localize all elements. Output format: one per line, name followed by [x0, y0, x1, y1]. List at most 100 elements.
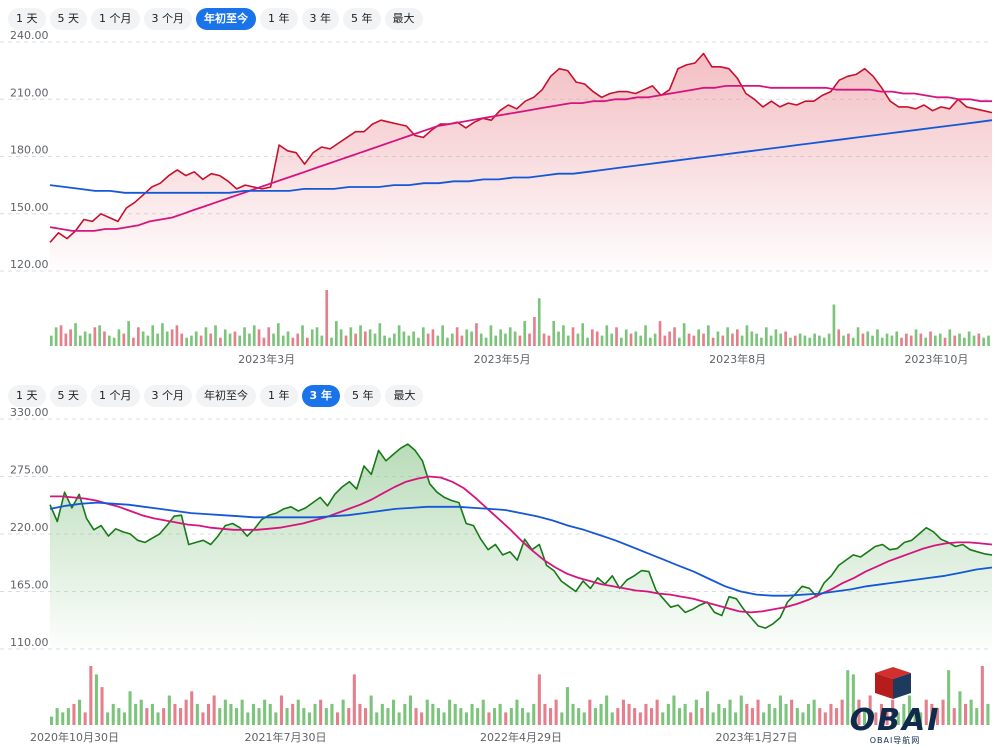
volume-bar [134, 703, 138, 725]
tab-3y[interactable]: 3 年 [301, 8, 339, 30]
volume-bar [528, 333, 531, 346]
volume-bar [668, 331, 671, 346]
tab-ytd[interactable]: 年初至今 [196, 8, 256, 30]
volume-bar [190, 335, 193, 346]
volume-bar [392, 699, 396, 725]
volume-bar [689, 712, 693, 725]
volume-bar [310, 329, 314, 346]
volume-bar [847, 333, 850, 346]
volume-bar [629, 333, 633, 346]
volume-bar [72, 703, 76, 725]
volume-bar [257, 329, 261, 346]
volume-bar [128, 691, 132, 725]
volume-bar [678, 708, 682, 725]
volume-bar [180, 333, 184, 346]
volume-bar [112, 337, 116, 346]
volume-bar [167, 695, 171, 725]
volume-bar [948, 329, 952, 346]
tab-max[interactable]: 最大 [384, 8, 423, 30]
volume-bar [364, 708, 368, 725]
tab-5y[interactable]: 5 年 [343, 385, 382, 407]
volume-bar [700, 708, 704, 725]
volume-bar [658, 321, 662, 346]
ma50-line [50, 475, 993, 614]
volume-bar [515, 699, 519, 725]
tab-max[interactable]: 最大 [385, 385, 424, 407]
x-tick-label: 2023年3月 [238, 352, 295, 366]
volume-bar [711, 712, 715, 725]
volume-bar [722, 708, 726, 725]
tab-3m[interactable]: 3 个月 [143, 385, 192, 407]
volume-bar [383, 335, 386, 346]
volume-bar [307, 712, 311, 725]
volume-bar [891, 699, 895, 725]
tab-1d[interactable]: 1 天 [8, 8, 46, 30]
y-tick-label: 180.00 [10, 144, 49, 157]
volume-bar [565, 687, 569, 725]
tab-5d[interactable]: 5 天 [49, 8, 87, 30]
ma200-line [49, 119, 993, 194]
y-tick-label: 120.00 [10, 258, 49, 271]
volume-bar [257, 708, 261, 725]
volume-bar [615, 327, 618, 346]
volume-bar [223, 699, 227, 725]
volume-bar [717, 703, 721, 725]
volume-bar [137, 327, 140, 346]
volume-bar [204, 327, 208, 346]
volume-bar [537, 298, 541, 346]
tab-1m[interactable]: 1 个月 [91, 385, 140, 407]
tab-5d[interactable]: 5 天 [49, 385, 87, 407]
tab-ytd[interactable]: 年初至今 [196, 385, 256, 407]
volume-bar [251, 703, 255, 725]
tab-3y[interactable]: 3 年 [301, 385, 340, 407]
volume-bar [364, 331, 367, 346]
tab-3m[interactable]: 3 个月 [143, 8, 192, 30]
volume-bar [740, 335, 744, 346]
volume-bar [412, 331, 415, 346]
tab-1d[interactable]: 1 天 [8, 385, 46, 407]
x-tick-label: 2021年7月30日 [245, 730, 327, 744]
volume-bar [50, 335, 53, 346]
volume-bar [453, 703, 457, 725]
volume-bar [335, 321, 338, 346]
tab-1y[interactable]: 1 年 [260, 385, 298, 407]
volume-bar [306, 337, 309, 346]
volume-bar [633, 708, 637, 725]
volume-bar [175, 325, 179, 346]
volume-bar [620, 337, 623, 346]
volume-bar [576, 333, 580, 346]
volume-bar [393, 333, 396, 346]
volume-bar [627, 703, 631, 725]
volume-bar [829, 703, 833, 725]
volume-bar [621, 699, 625, 725]
volume-bar [106, 712, 110, 725]
volume-bar [827, 333, 831, 346]
volume-bar [209, 333, 213, 346]
tab-5y[interactable]: 5 年 [343, 8, 381, 30]
volume-bar [146, 335, 150, 346]
volume-bar [291, 703, 295, 725]
volume-bar [554, 699, 558, 725]
volume-bar [214, 325, 217, 346]
volume-bar [616, 708, 620, 725]
volume-bar [812, 699, 816, 725]
volume-bar [716, 331, 720, 346]
volume-bar [248, 333, 251, 346]
obai-logo: OBAI OBAI导航网 [845, 665, 945, 745]
volume-bar [378, 323, 382, 346]
volume-bar [470, 703, 474, 725]
volume-bar [807, 703, 811, 725]
tab-1y[interactable]: 1 年 [260, 8, 298, 30]
volume-bar [793, 335, 797, 346]
volume-bar [336, 712, 340, 725]
volume-bar [694, 699, 698, 725]
volume-bar [924, 699, 928, 725]
volume-bar [798, 333, 802, 346]
tab-1m[interactable]: 1 个月 [91, 8, 140, 30]
volume-bar [156, 712, 160, 725]
timerange-tabs-top: 1 天 5 天 1 个月 3 个月 年初至今 1 年 3 年 5 年 最大 [8, 8, 423, 30]
volume-bar [739, 695, 743, 725]
volume-bar [935, 708, 939, 725]
volume-bar [83, 712, 87, 725]
